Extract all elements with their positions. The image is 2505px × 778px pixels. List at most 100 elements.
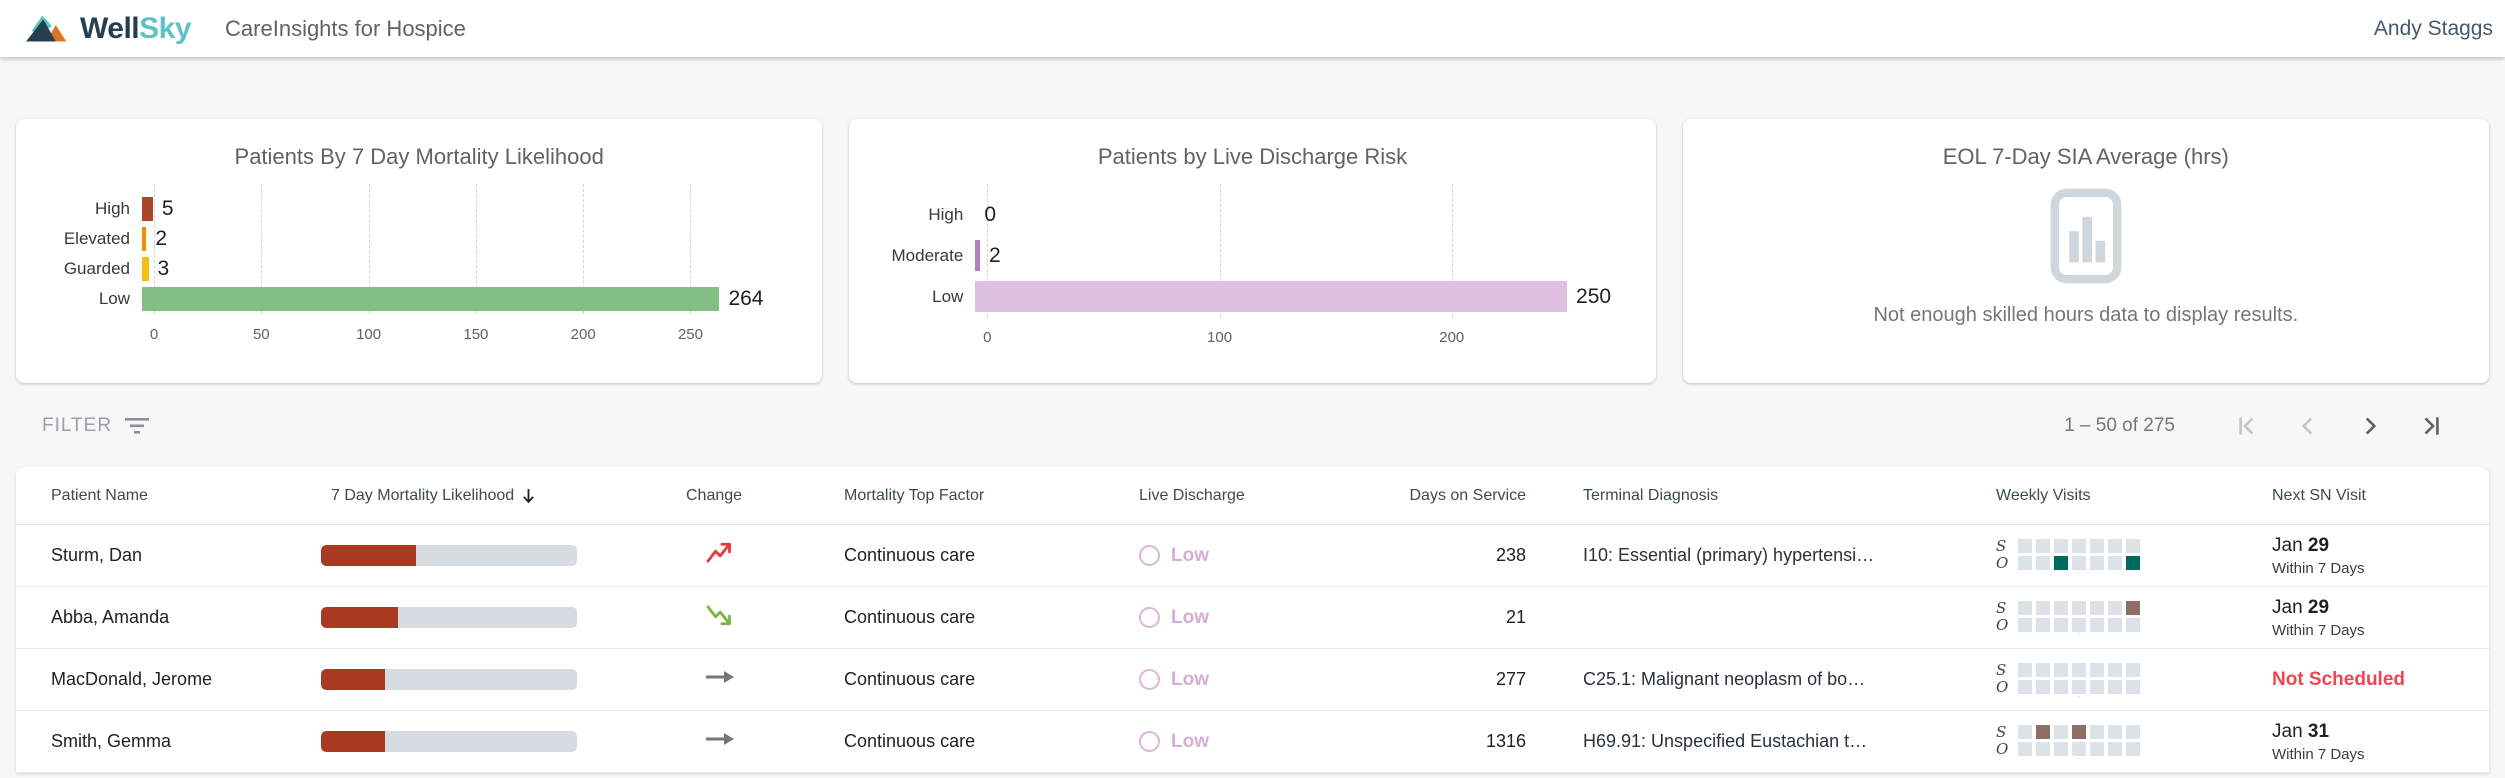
live-discharge: Low — [1139, 545, 1366, 567]
visit-day-square — [2036, 600, 2050, 615]
visit-day-square — [2054, 617, 2068, 632]
table-row[interactable]: MacDonald, Jerome Continuous care Low 277 C2… — [16, 649, 2489, 711]
gridline — [368, 184, 370, 314]
arrow-right-icon — [706, 671, 734, 683]
next-visit-window: Within 7 Days — [2272, 559, 2365, 577]
visit-day-square — [2018, 679, 2032, 694]
visit-day-square — [2072, 555, 2086, 570]
pagination-range: 1 – 50 of 275 — [2064, 415, 2175, 436]
chevron-right-icon — [2365, 417, 2377, 435]
x-axis-tick-label: 50 — [252, 326, 270, 343]
visit-day-square — [2054, 538, 2068, 553]
chart-row-elevated: Elevated 2 — [50, 224, 776, 254]
terminal-diagnosis: C25.1: Malignant neoplasm of bo… — [1583, 669, 1866, 689]
previous-page-button[interactable] — [2277, 406, 2339, 446]
gridline — [583, 184, 585, 314]
table-row[interactable]: Smith, Gemma Continuous care Low 1316 H69.91… — [16, 711, 2489, 773]
bar-value-label: 3 — [157, 257, 170, 280]
column-header-days-on-service[interactable]: Days on Service — [1409, 486, 1527, 504]
visit-day-square — [2090, 741, 2104, 756]
scheduled-visits-row: S — [1996, 724, 2146, 739]
bar-moderate — [975, 240, 981, 271]
visit-day-square — [2090, 617, 2104, 632]
live-discharge: Low — [1139, 731, 1366, 753]
category-label: High — [928, 204, 964, 224]
user-menu[interactable]: Andy Staggs — [2373, 16, 2493, 40]
last-page-button[interactable] — [2401, 406, 2463, 446]
chart-row-guarded: Guarded 3 — [50, 254, 776, 284]
mortality-likelihood-bar — [321, 669, 686, 690]
gridline — [1219, 184, 1221, 317]
filter-label: FILTER — [42, 415, 113, 436]
x-axis-tick-label: 0 — [149, 326, 159, 343]
visit-row-label: O — [1996, 615, 2009, 634]
bar-value-label: 2 — [989, 243, 1001, 267]
column-header-mortality-likelihood[interactable]: 7 Day Mortality Likelihood — [321, 487, 686, 505]
last-page-icon — [2424, 417, 2439, 435]
risk-ring-icon — [1139, 731, 1160, 752]
visit-day-square — [2054, 600, 2068, 615]
next-visit-window: Within 7 Days — [2272, 745, 2365, 763]
change-trend — [686, 667, 844, 692]
change-trend — [686, 539, 844, 572]
bar-high — [142, 197, 153, 221]
chart-row-moderate: Moderate 2 — [883, 235, 1609, 276]
summary-cards: Patients By 7 Day Mortality Likelihood H… — [16, 119, 2489, 383]
visit-day-square — [2036, 555, 2050, 570]
visit-row-label: S — [1996, 662, 2007, 679]
mortality-likelihood-card: Patients By 7 Day Mortality Likelihood H… — [16, 119, 823, 383]
brand-well: Well — [80, 11, 140, 45]
visit-day-square — [2036, 662, 2050, 677]
column-header-next-sn-visit[interactable]: Next SN Visit — [2272, 486, 2366, 504]
trending-up-icon — [706, 542, 731, 563]
category-label: Low — [98, 289, 130, 308]
column-header-live-discharge[interactable]: Live Discharge — [1139, 486, 1245, 504]
arrow-right-icon — [706, 733, 734, 745]
visit-row-label: S — [1996, 600, 2007, 617]
column-header-weekly-visits[interactable]: Weekly Visits — [1996, 486, 2091, 504]
column-header-terminal-diagnosis[interactable]: Terminal Diagnosis — [1583, 486, 1719, 504]
sort-descending-icon — [523, 489, 534, 504]
visit-day-square — [2126, 555, 2140, 570]
visit-day-square — [2072, 600, 2086, 615]
sia-average-card: EOL 7-Day SIA Average (hrs) Not enough s… — [1682, 119, 2489, 383]
mortality-likelihood-chart: High 5 Elevated 2 Guarded 3 Low 264 0 50 100 150 200… — [16, 170, 822, 352]
risk-ring-icon — [1139, 607, 1160, 628]
visit-day-square — [2072, 662, 2086, 677]
mortality-likelihood-fill — [321, 545, 416, 566]
gridline — [154, 184, 155, 314]
mortality-likelihood-fill — [321, 607, 398, 628]
table-row[interactable]: Sturm, Dan Continuous care Low 238 I10: Esse… — [16, 525, 2489, 587]
empty-state-message: Not enough skilled hours data to display… — [1873, 304, 2299, 326]
visit-day-square — [2126, 662, 2140, 677]
scheduled-visits-row: S — [1996, 600, 2146, 617]
first-page-button[interactable] — [2215, 406, 2277, 446]
visit-day-square — [2054, 741, 2068, 756]
trending-down-icon — [706, 605, 731, 626]
next-visit-date: Jan 31 — [2272, 720, 2330, 742]
live-discharge-level: Low — [1171, 730, 1209, 752]
next-visit-window: Within 7 Days — [2272, 621, 2365, 639]
wellsky-mountain-icon — [26, 15, 67, 41]
category-label: Guarded — [63, 259, 130, 278]
column-header-mortality-top-factor[interactable]: Mortality Top Factor — [844, 486, 985, 504]
terminal-diagnosis: H69.91: Unspecified Eustachian t… — [1583, 731, 1868, 751]
visit-day-square — [2108, 662, 2122, 677]
visit-day-square — [2054, 679, 2068, 694]
filter-button[interactable]: FILTER — [42, 415, 150, 437]
bar-chart-placeholder-icon — [2050, 188, 2122, 284]
occurred-visits-row: O — [1996, 615, 2146, 634]
column-header-patient-name[interactable]: Patient Name — [51, 486, 148, 504]
mortality-likelihood-fill — [321, 669, 385, 690]
table-header-row: Patient Name 7 Day Mortality Likelihood … — [16, 467, 2489, 525]
bar-low — [142, 287, 720, 311]
visit-day-square — [2126, 679, 2140, 694]
table-row[interactable]: Abba, Amanda Continuous care Low 21 S O Jan 29… — [16, 587, 2489, 649]
mortality-top-factor: Continuous care — [844, 545, 976, 565]
next-page-button[interactable] — [2339, 406, 2401, 446]
gridline — [987, 184, 989, 317]
column-header-change[interactable]: Change — [686, 486, 743, 504]
live-discharge: Low — [1139, 607, 1366, 629]
visit-day-square — [2036, 679, 2050, 694]
next-sn-visit: Jan 31 Within 7 Days — [2262, 721, 2454, 763]
